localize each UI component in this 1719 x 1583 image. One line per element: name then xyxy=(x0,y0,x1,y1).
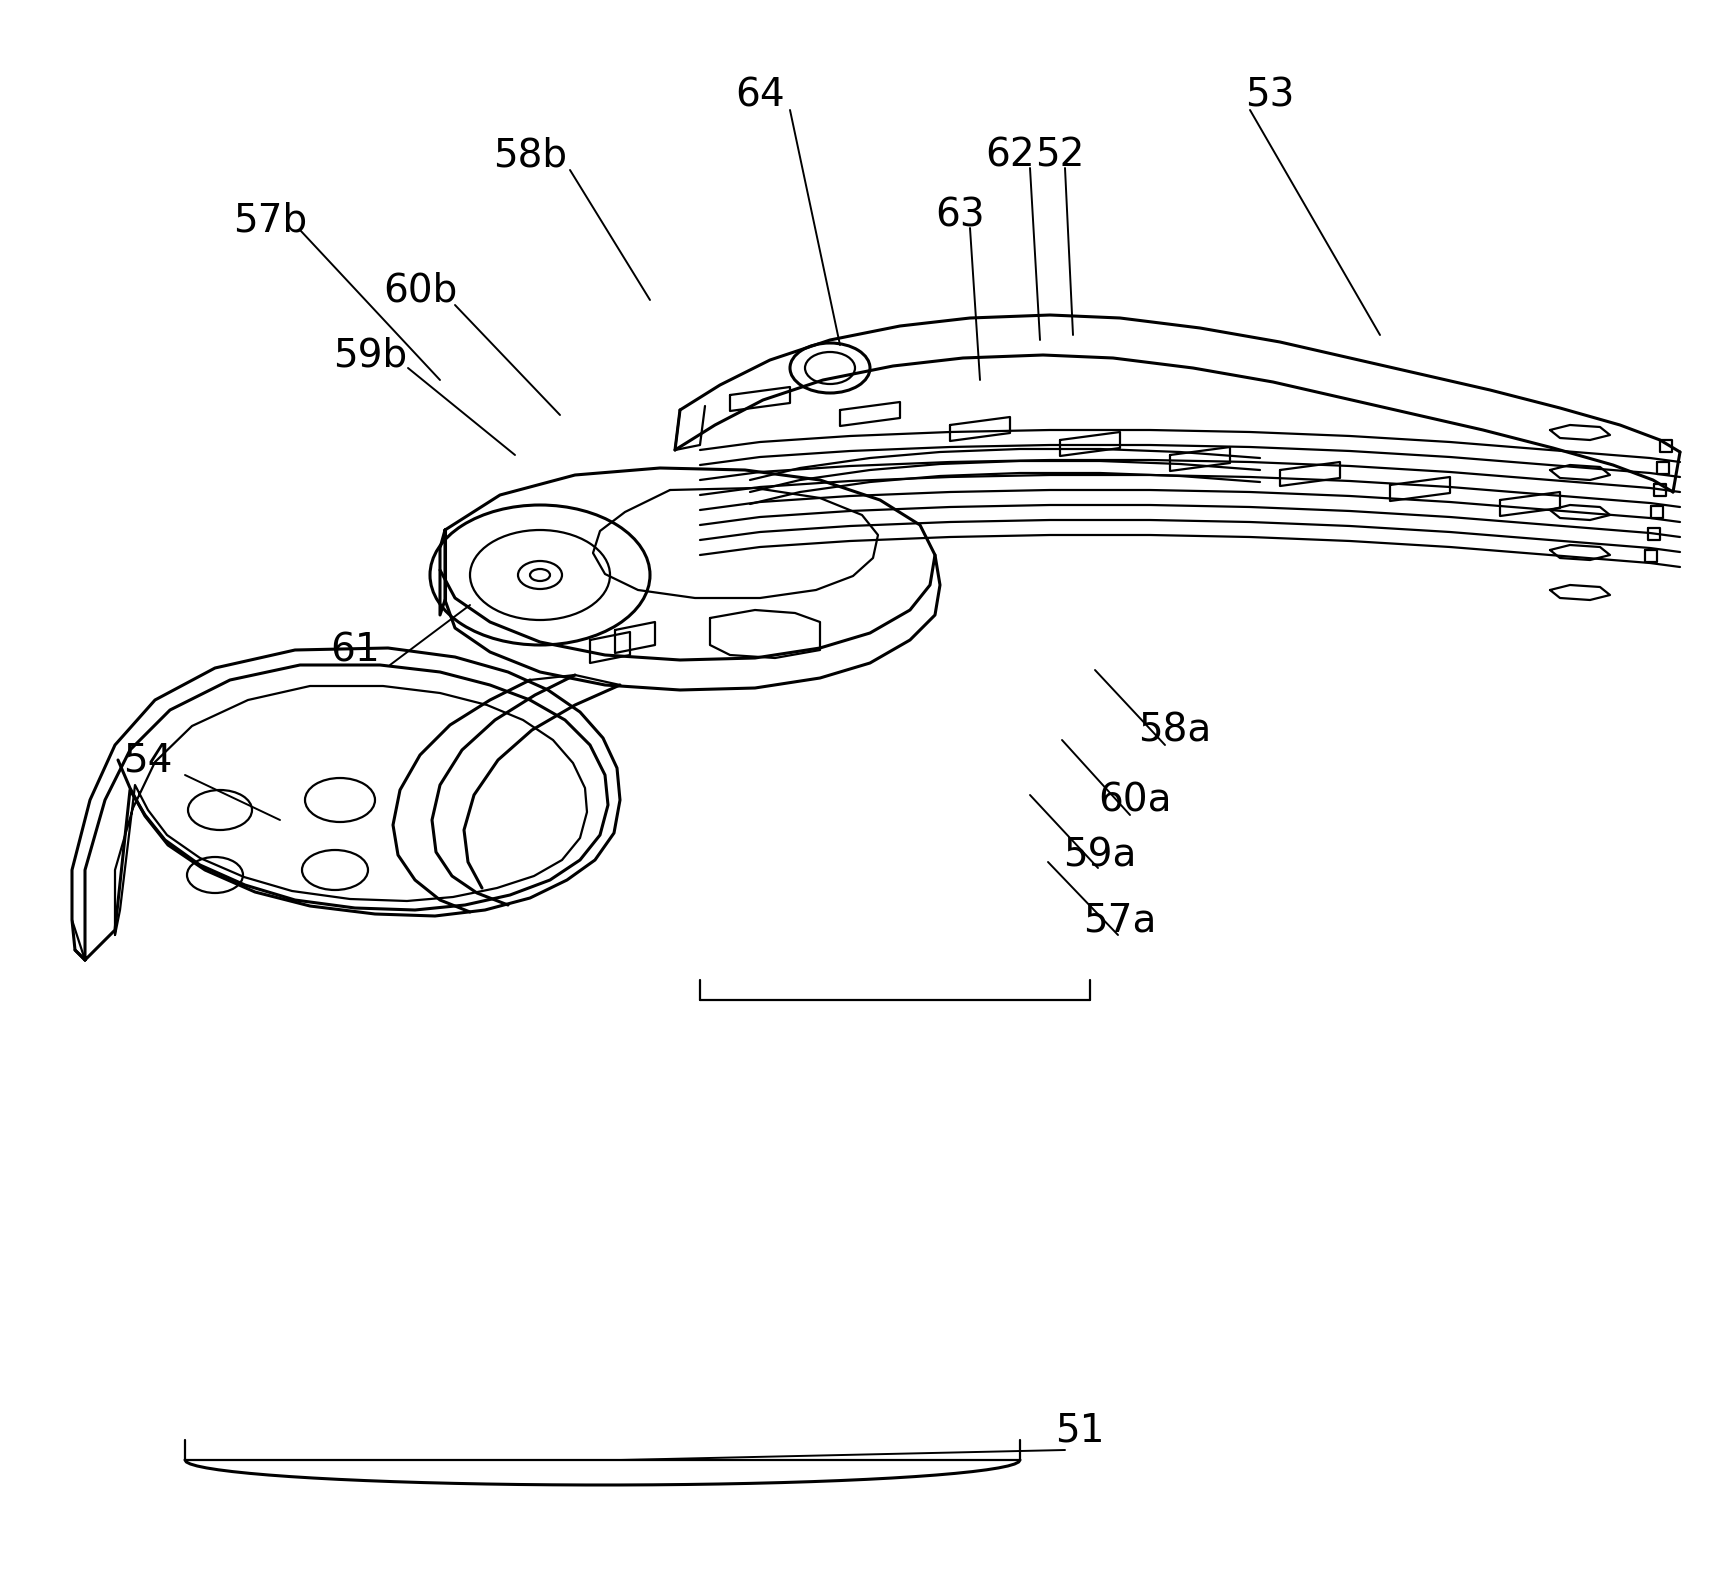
Text: 58b: 58b xyxy=(493,136,567,174)
Text: 53: 53 xyxy=(1245,76,1294,114)
Text: 59a: 59a xyxy=(1064,836,1136,874)
Text: 61: 61 xyxy=(330,632,380,670)
Text: 60a: 60a xyxy=(1098,780,1172,818)
Text: 52: 52 xyxy=(1035,136,1085,174)
Text: 58a: 58a xyxy=(1138,711,1212,749)
Text: 60b: 60b xyxy=(383,271,457,309)
Text: 63: 63 xyxy=(935,196,985,234)
Text: 57a: 57a xyxy=(1083,901,1157,939)
Text: 51: 51 xyxy=(1055,1410,1105,1448)
Text: 57b: 57b xyxy=(234,201,308,239)
Text: 62: 62 xyxy=(985,136,1035,174)
Text: 59b: 59b xyxy=(333,336,407,374)
Text: 54: 54 xyxy=(124,741,172,779)
Text: 64: 64 xyxy=(736,76,786,114)
